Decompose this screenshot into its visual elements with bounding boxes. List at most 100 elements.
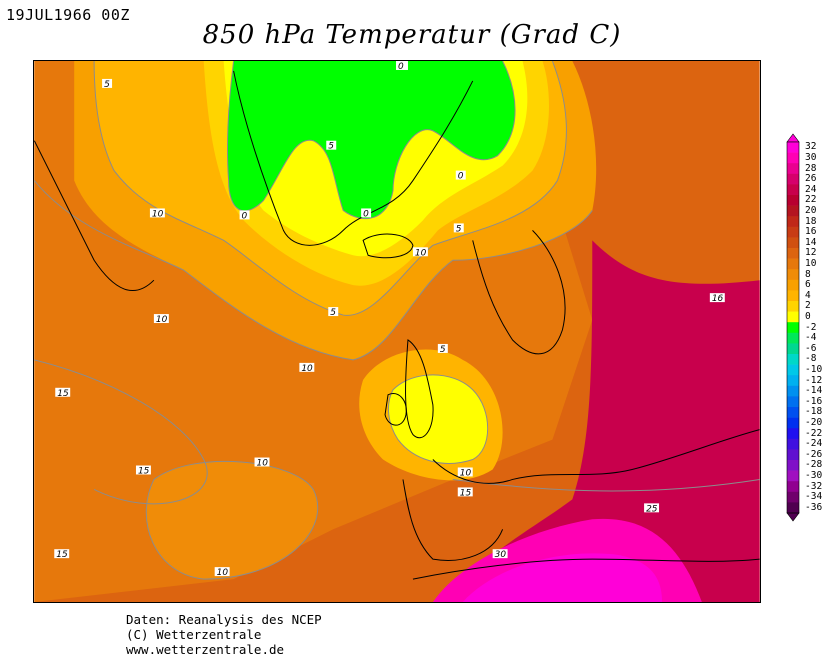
legend-swatch <box>787 343 799 355</box>
legend-arrow-bottom <box>786 512 800 522</box>
legend-level-label: 10 <box>805 257 817 269</box>
legend-swatch <box>787 142 799 153</box>
legend-swatch <box>787 216 799 228</box>
greenland-coast <box>233 70 474 246</box>
legend-swatch <box>787 226 799 238</box>
color-legend <box>786 133 800 522</box>
contour-label: 5 <box>440 345 446 355</box>
legend-swatch <box>787 332 799 344</box>
legend-swatch <box>787 290 799 302</box>
temperature-map: 0 0 0 0 5 5 5 5 5 10 10 10 10 10 10 10 1… <box>33 60 761 603</box>
legend-swatch <box>787 279 799 291</box>
contour-label: 10 <box>257 459 269 469</box>
contour-label: 15 <box>138 466 150 476</box>
ireland-coast <box>384 393 407 426</box>
credits-website-link[interactable]: www.wetterzentrale.de <box>126 642 285 657</box>
legend-level-label: 0 <box>805 310 811 322</box>
map-title: 850 hPa Temperatur (Grad C) <box>202 20 622 50</box>
legend-swatch <box>787 407 799 418</box>
contour-label: 0 <box>242 211 248 221</box>
legend-swatch <box>787 322 799 334</box>
legend-level-label: 6 <box>805 279 811 291</box>
contour-value-labels: 0 0 0 0 5 5 5 5 5 10 10 10 10 10 10 10 1… <box>54 61 725 578</box>
legend-swatch <box>787 438 799 450</box>
legend-level-label: -24 <box>805 438 823 450</box>
legend-swatch <box>787 491 799 503</box>
legend-level-label: -22 <box>805 427 823 439</box>
legend-level-label: -2 <box>805 321 817 333</box>
legend-swatch <box>787 195 799 206</box>
legend-swatch <box>787 449 799 461</box>
field-yellow-uk <box>388 374 488 464</box>
legend-level-label: -26 <box>805 448 823 460</box>
legend-swatch <box>787 385 799 397</box>
contour-label: 0 <box>363 209 369 219</box>
legend-swatch <box>787 428 799 440</box>
legend-frame <box>786 141 800 514</box>
contour-label: 10 <box>152 209 164 219</box>
legend-level-label: -14 <box>805 385 823 397</box>
legend-swatch <box>787 184 799 196</box>
legend-swatch <box>787 364 799 376</box>
legend-swatch <box>787 396 799 408</box>
legend-level-label: -8 <box>805 353 817 365</box>
contour-label: 25 <box>646 504 658 514</box>
legend-level-label: -30 <box>805 469 823 481</box>
coastlines <box>34 70 760 580</box>
legend-swatch <box>787 258 799 270</box>
contour-label: 10 <box>301 364 313 374</box>
contour-label: 10 <box>156 315 168 325</box>
uk-coast <box>405 339 434 439</box>
legend-level-label: 20 <box>805 204 817 216</box>
contour-label: 5 <box>104 80 110 90</box>
legend-level-label: -4 <box>805 332 817 344</box>
north-africa-coast <box>412 558 760 580</box>
legend-level-label: 32 <box>805 141 817 153</box>
contour-label: 5 <box>330 308 336 318</box>
iceland-coast <box>362 233 414 259</box>
legend-swatch <box>787 248 799 259</box>
legend-swatch <box>787 375 799 387</box>
contour-label: 16 <box>712 294 724 304</box>
legend-level-label: 12 <box>805 247 817 259</box>
legend-level-label: 24 <box>805 183 817 195</box>
legend-level-label: 26 <box>805 173 817 185</box>
legend-level-label: -6 <box>805 342 817 354</box>
legend-swatch <box>787 502 799 514</box>
legend-swatch <box>787 205 799 217</box>
contour-label: 15 <box>57 389 69 399</box>
legend-level-label: 18 <box>805 215 817 227</box>
legend-level-label: 4 <box>805 289 811 301</box>
field-magenta-core <box>462 553 663 602</box>
legend-level-label: -10 <box>805 363 823 375</box>
legend-swatch <box>787 460 799 471</box>
legend-swatch <box>787 237 799 249</box>
legend-level-label: -20 <box>805 416 823 428</box>
legend-swatch <box>787 152 799 164</box>
legend-swatch <box>787 470 799 482</box>
iberia-coast <box>402 479 504 561</box>
legend-level-label: 8 <box>805 268 811 280</box>
contour-label: 30 <box>495 550 507 560</box>
date-label: 19JUL1966 00Z <box>6 6 130 24</box>
field-red-southeast <box>452 240 760 602</box>
legend-swatch <box>787 173 799 185</box>
legend-arrow-top <box>786 133 800 143</box>
legend-level-label: 16 <box>805 226 817 238</box>
legend-level-label: 30 <box>805 151 817 163</box>
contour-label: 15 <box>56 550 68 560</box>
contour-label: 10 <box>460 468 472 478</box>
scandinavia-coast <box>472 230 566 355</box>
legend-swatch <box>787 354 799 365</box>
canada-coast <box>34 140 155 291</box>
legend-swatch <box>787 163 799 175</box>
legend-swatch <box>787 417 799 429</box>
legend-level-label: -34 <box>805 491 823 503</box>
legend-level-label: 28 <box>805 162 817 174</box>
legend-level-label: 22 <box>805 194 817 206</box>
contour-label: 0 <box>398 62 404 72</box>
contour-label: 5 <box>328 142 334 152</box>
credits: Daten: Reanalysis des NCEP (C) Wetterzen… <box>126 612 322 657</box>
contour-label: 0 <box>458 172 464 182</box>
legend-swatch <box>787 481 799 493</box>
